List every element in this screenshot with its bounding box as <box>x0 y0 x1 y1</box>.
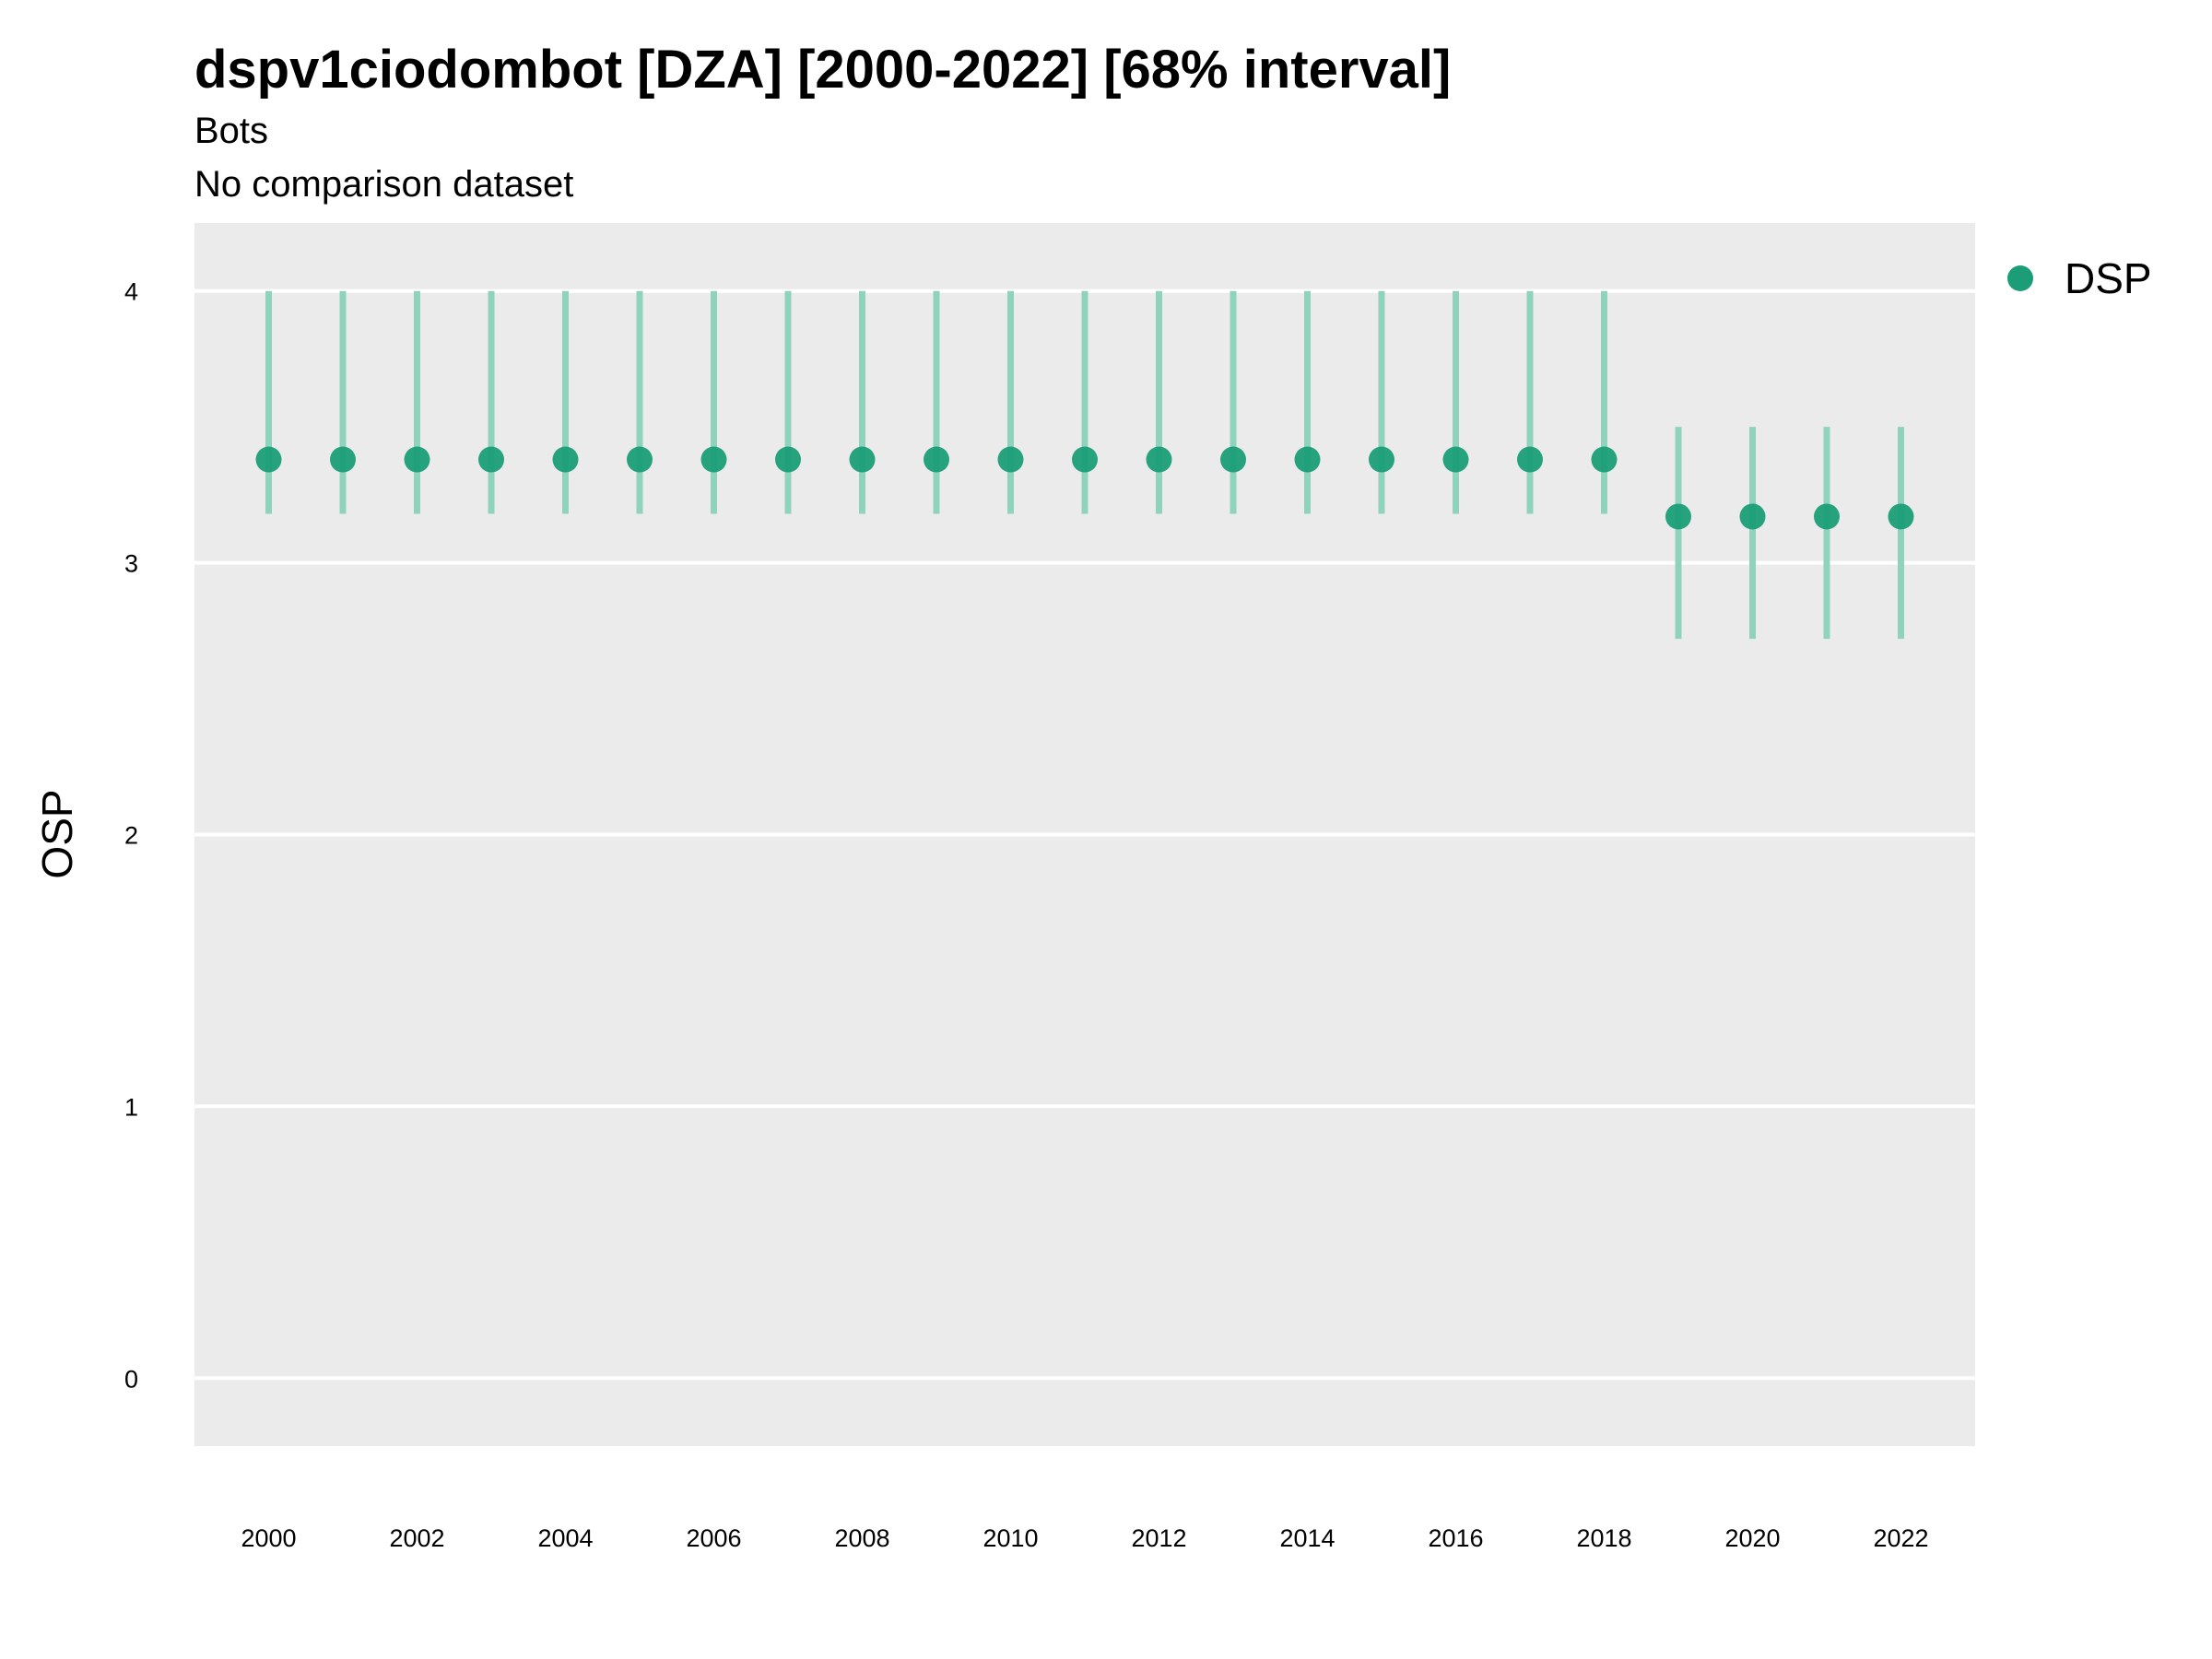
data-point <box>1294 446 1321 473</box>
x-tick-label: 2002 <box>389 1524 444 1552</box>
data-point <box>849 446 876 473</box>
data-point <box>700 446 727 473</box>
y-axis-ticks: 0 1 2 3 4 <box>124 278 138 1394</box>
x-tick-label: 2008 <box>834 1524 889 1552</box>
data-points <box>255 446 1914 530</box>
chart-subtitle: Bots <box>194 111 268 151</box>
y-tick-label: 3 <box>124 550 138 578</box>
data-point <box>552 446 579 473</box>
data-point <box>924 446 949 473</box>
y-tick-label: 2 <box>124 822 138 850</box>
x-tick-label: 2006 <box>686 1524 741 1552</box>
data-point <box>255 446 282 473</box>
legend: DSP <box>2007 254 2152 302</box>
data-point <box>1442 446 1469 473</box>
data-point <box>1517 446 1543 473</box>
interval-bars <box>265 290 1904 640</box>
y-tick-label: 4 <box>124 278 138 306</box>
x-tick-label: 2012 <box>1131 1524 1186 1552</box>
data-point <box>1220 446 1246 473</box>
chart-title: dspv1ciodombot [DZA] [2000-2022] [68% in… <box>194 40 1451 100</box>
x-tick-label: 2020 <box>1724 1524 1780 1552</box>
data-point <box>1739 503 1766 530</box>
data-point <box>478 446 504 473</box>
data-point <box>627 446 653 473</box>
x-tick-label: 2018 <box>1576 1524 1631 1552</box>
legend-label-dsp: DSP <box>2065 254 2152 302</box>
data-point <box>1591 446 1618 473</box>
y-tick-label: 0 <box>124 1365 138 1393</box>
x-axis-ticks: 2000 2002 2004 2006 2008 2010 2012 2014 2016 2018… <box>241 1524 1928 1552</box>
data-point <box>404 446 430 473</box>
x-tick-label: 2016 <box>1428 1524 1483 1552</box>
y-axis-label: OSP <box>33 789 81 878</box>
x-tick-label: 2014 <box>1279 1524 1335 1552</box>
data-point <box>997 446 1024 473</box>
data-point <box>1369 446 1394 473</box>
x-tick-label: 2000 <box>241 1524 296 1552</box>
gridlines <box>194 288 1975 1381</box>
data-point <box>775 446 801 473</box>
data-point <box>1146 446 1172 473</box>
x-tick-label: 2022 <box>1873 1524 1928 1552</box>
legend-marker-dsp <box>2007 265 2033 291</box>
y-tick-label: 1 <box>124 1093 138 1121</box>
chart-caption: No comparison dataset <box>194 164 573 205</box>
data-point <box>1665 503 1691 530</box>
x-tick-label: 2004 <box>537 1524 593 1552</box>
data-point <box>330 446 356 473</box>
x-tick-label: 2010 <box>982 1524 1038 1552</box>
data-point <box>1814 503 1840 530</box>
data-point <box>1072 446 1098 473</box>
data-point <box>1888 503 1914 530</box>
